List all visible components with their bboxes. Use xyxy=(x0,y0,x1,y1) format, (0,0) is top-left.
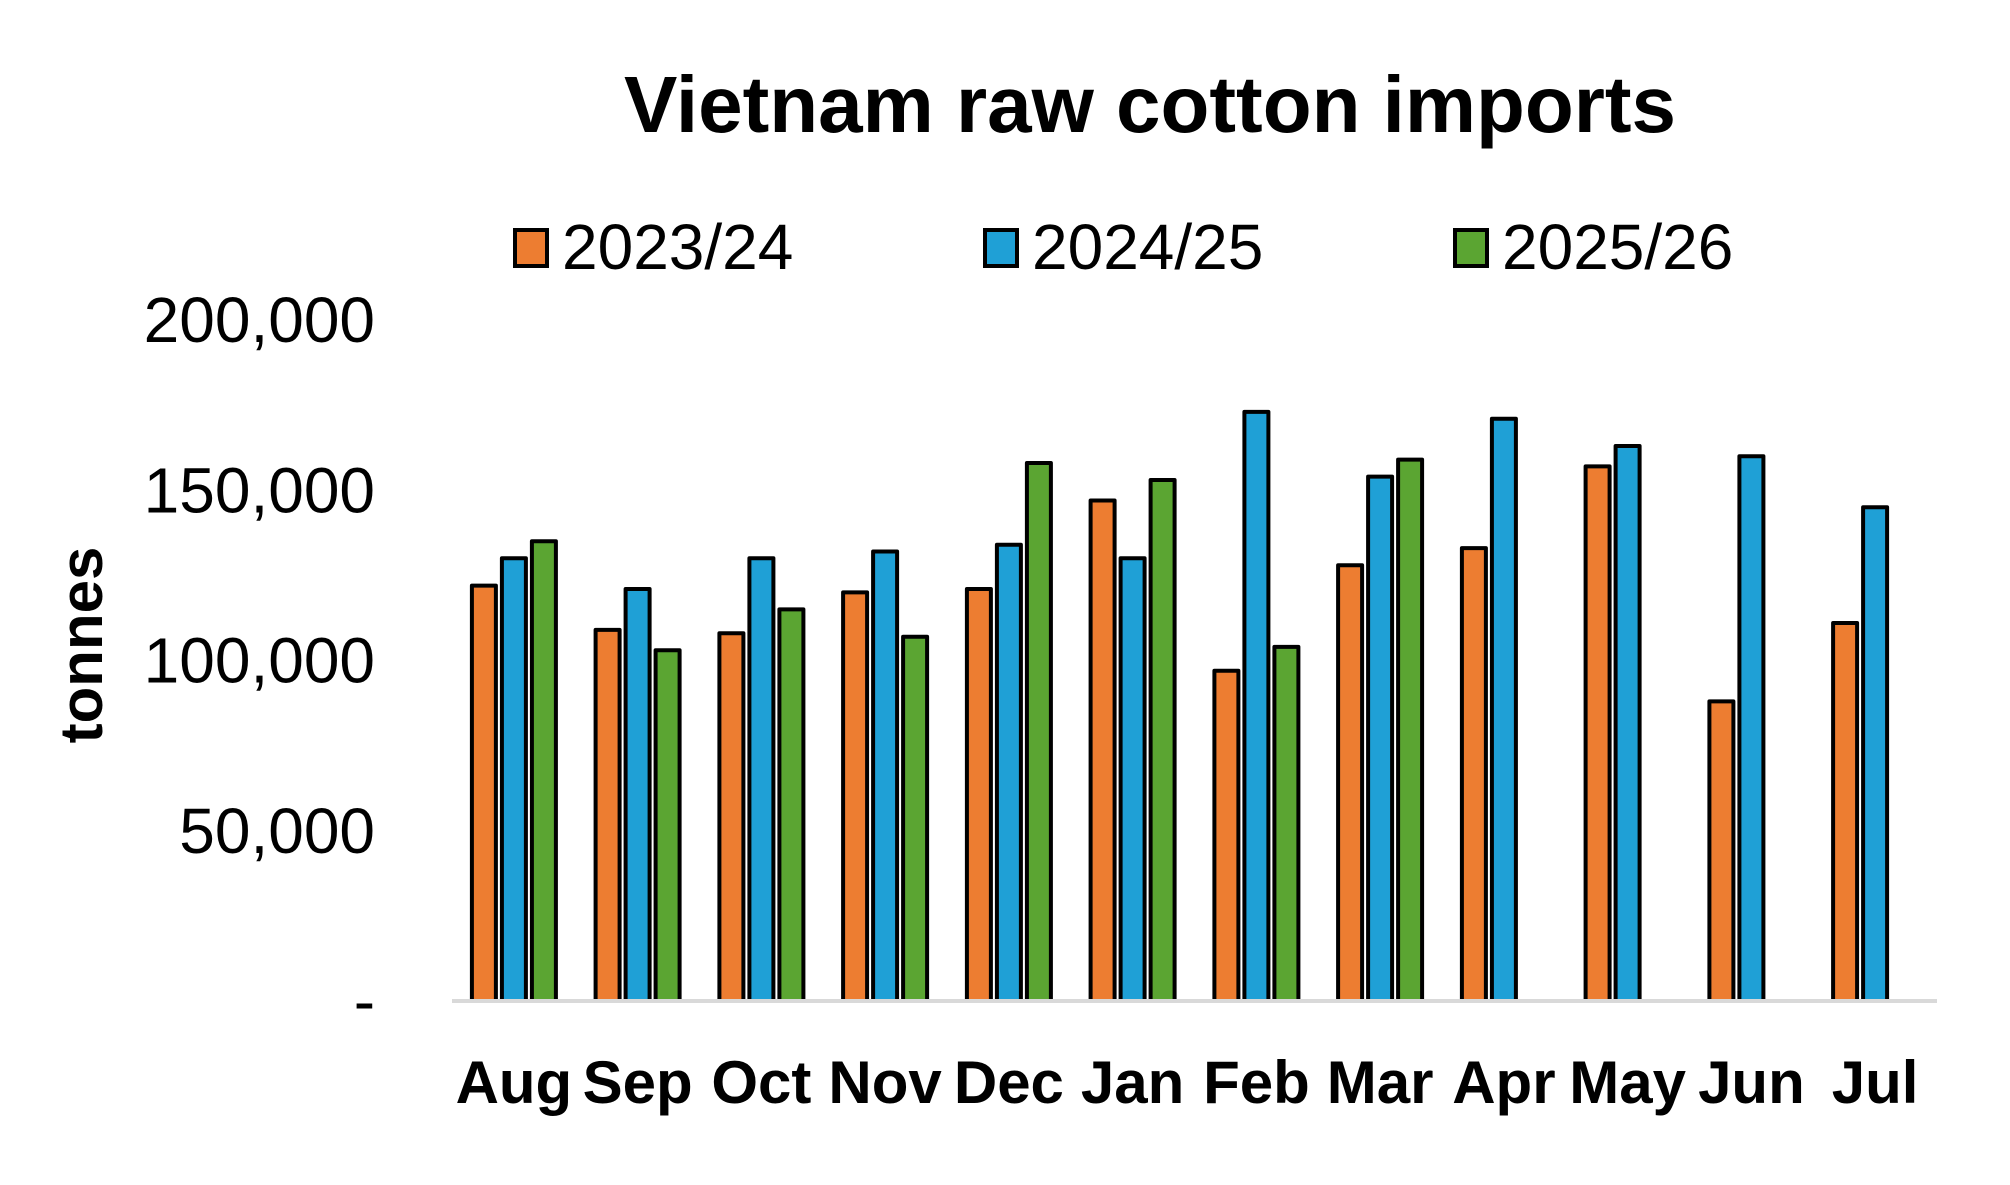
bar-apr-2024-25 xyxy=(1489,416,1518,1003)
x-tick-label-mar: Mar xyxy=(1327,1049,1434,1116)
y-tick-label-0: - xyxy=(354,965,375,1037)
y-tick-label-3: 150,000 xyxy=(144,454,375,526)
x-tick-label-sep: Sep xyxy=(583,1049,693,1116)
bar-group-dec xyxy=(964,461,1053,1003)
bar-aug-2023-24 xyxy=(469,583,498,1003)
bar-oct-2023-24 xyxy=(717,631,746,1003)
y-tick-label-2: 100,000 xyxy=(144,625,375,697)
bar-jan-2023-24 xyxy=(1088,498,1117,1003)
bar-dec-2025-26 xyxy=(1024,461,1053,1003)
x-tick-label-may: May xyxy=(1569,1049,1686,1116)
bar-oct-2025-26 xyxy=(777,607,806,1004)
bar-nov-2023-24 xyxy=(841,590,870,1004)
bar-jan-2025-26 xyxy=(1148,478,1177,1003)
legend-item-2025-26: 2025/26 xyxy=(1453,211,1733,283)
bar-dec-2023-24 xyxy=(964,587,993,1003)
bar-group-nov xyxy=(841,549,930,1004)
x-tick-label-jan: Jan xyxy=(1081,1049,1184,1116)
plot-area xyxy=(469,409,1890,1004)
bar-nov-2024-25 xyxy=(871,549,900,1003)
bar-jul-2023-24 xyxy=(1831,621,1860,1003)
bar-jul-2024-25 xyxy=(1861,505,1890,1003)
y-axis: - 50,000 100,000 150,000 200,000 xyxy=(144,284,375,1037)
bar-jun-2024-25 xyxy=(1737,454,1766,1003)
legend-label-2025-26: 2025/26 xyxy=(1502,211,1733,283)
bar-group-may xyxy=(1583,444,1642,1003)
x-tick-label-jun: Jun xyxy=(1698,1049,1805,1116)
chart-title: Vietnam raw cotton imports xyxy=(624,60,1676,149)
bar-group-mar xyxy=(1336,457,1425,1004)
x-tick-label-apr: Apr xyxy=(1452,1049,1555,1116)
bar-mar-2025-26 xyxy=(1396,457,1425,1004)
bar-mar-2023-24 xyxy=(1336,563,1365,1003)
x-tick-label-feb: Feb xyxy=(1203,1049,1310,1116)
x-axis: Aug Sep Oct Nov Dec Jan Feb Mar Apr May Jun Jul xyxy=(456,1049,1919,1116)
legend-item-2024-25: 2024/25 xyxy=(983,211,1263,283)
x-tick-label-aug: Aug xyxy=(456,1049,573,1116)
bar-sep-2023-24 xyxy=(593,627,622,1004)
bar-sep-2024-25 xyxy=(623,587,652,1003)
y-axis-label: tonnes xyxy=(48,547,115,744)
bar-jun-2023-24 xyxy=(1707,699,1736,1004)
y-tick-label-1: 50,000 xyxy=(179,795,375,867)
y-tick-label-4: 200,000 xyxy=(144,284,375,356)
bar-oct-2024-25 xyxy=(747,556,776,1003)
x-tick-label-oct: Oct xyxy=(711,1049,811,1116)
bar-dec-2024-25 xyxy=(994,542,1023,1003)
x-tick-label-nov: Nov xyxy=(828,1049,942,1116)
bar-mar-2024-25 xyxy=(1366,474,1395,1004)
bar-group-aug xyxy=(469,539,558,1003)
legend-swatch-2024-25 xyxy=(983,228,1019,268)
legend: 2023/24 2024/25 2025/26 xyxy=(513,211,1733,283)
legend-swatch-2023-24 xyxy=(513,228,549,268)
legend-label-2024-25: 2024/25 xyxy=(1032,211,1263,283)
bar-nov-2025-26 xyxy=(901,634,930,1003)
bar-sep-2025-26 xyxy=(653,648,682,1003)
bar-group-apr xyxy=(1459,416,1518,1003)
legend-swatch-2025-26 xyxy=(1453,228,1489,268)
bar-group-jul xyxy=(1831,505,1890,1003)
bar-feb-2025-26 xyxy=(1272,644,1301,1004)
x-tick-label-dec: Dec xyxy=(954,1049,1064,1116)
bar-aug-2024-25 xyxy=(499,556,528,1003)
legend-item-2023-24: 2023/24 xyxy=(513,211,793,283)
bar-feb-2023-24 xyxy=(1212,668,1241,1003)
bar-may-2024-25 xyxy=(1613,444,1642,1003)
bar-feb-2024-25 xyxy=(1242,409,1271,1003)
legend-label-2023-24: 2023/24 xyxy=(562,211,793,283)
bar-group-jan xyxy=(1088,478,1177,1003)
bar-group-feb xyxy=(1212,409,1301,1004)
bar-may-2023-24 xyxy=(1583,464,1612,1003)
bar-jan-2024-25 xyxy=(1118,556,1147,1003)
x-tick-label-jul: Jul xyxy=(1832,1049,1919,1116)
bar-group-oct xyxy=(717,556,806,1004)
bar-aug-2025-26 xyxy=(529,539,558,1003)
bar-group-sep xyxy=(593,587,682,1004)
bar-group-jun xyxy=(1707,454,1766,1004)
bar-apr-2023-24 xyxy=(1459,546,1488,1003)
